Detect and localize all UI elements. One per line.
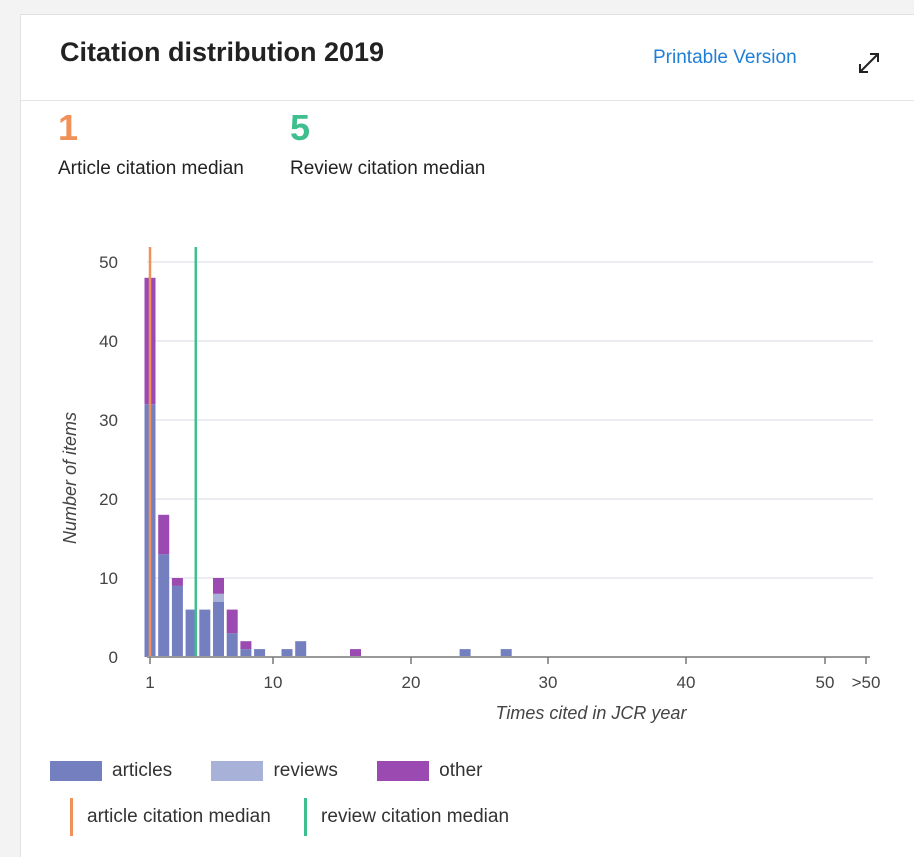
bar-articles: [226, 633, 238, 657]
x-tick-label: 50: [816, 673, 835, 692]
axes: 0 10 20 30 40 50 1 10 20 30 40 50 >50: [99, 253, 880, 692]
bar-articles: [281, 649, 293, 657]
x-axis-title: Times cited in JCR year: [496, 703, 688, 723]
x-tick-label: 1: [145, 673, 154, 692]
bar-articles: [295, 641, 307, 657]
citation-card: Citation distribution 2019 Printable Ver…: [20, 14, 914, 857]
bar-articles: [213, 601, 224, 657]
article-median-label: Article citation median: [58, 158, 244, 179]
printable-version-link[interactable]: Printable Version: [653, 47, 797, 68]
legend-other-label: other: [439, 760, 483, 781]
review-median-label: Review citation median: [290, 158, 486, 179]
bar-other: [158, 514, 170, 555]
articles-swatch: [50, 760, 102, 781]
bar-articles: [240, 649, 252, 657]
bar-articles: [171, 585, 183, 657]
median-lines: [148, 247, 198, 657]
y-tick-label: 40: [99, 332, 118, 351]
x-tick-label: 40: [677, 673, 696, 692]
bar-other: [226, 609, 238, 634]
y-tick-label: 30: [99, 411, 118, 430]
y-axis-title: Number of items: [60, 412, 80, 544]
page-title: Citation distribution 2019: [60, 37, 385, 67]
x-tick-label: 10: [264, 673, 283, 692]
x-tick-label: >50: [852, 673, 881, 692]
bar-articles: [254, 649, 266, 657]
bar-reviews: [213, 593, 224, 602]
x-tick-label: 30: [539, 673, 558, 692]
y-tick-label: 20: [99, 490, 118, 509]
legend-series-row: articles reviews other: [50, 760, 516, 782]
legend-review-median[interactable]: review citation median: [304, 798, 509, 836]
legend-articles-label: articles: [112, 760, 173, 781]
review-median-summary: 5 Review citation median: [290, 108, 485, 180]
article-median-summary: 1 Article citation median: [58, 108, 244, 180]
bar-articles: [158, 554, 170, 657]
other-swatch: [377, 760, 430, 781]
legend-other[interactable]: other: [377, 760, 482, 782]
bar-other: [213, 578, 224, 594]
bar-articles: [199, 609, 211, 657]
histogram-bars: [144, 277, 512, 657]
citation-histogram: 0 10 20 30 40 50 1 10 20 30 40 50 >50 Times cited in…: [60, 247, 880, 723]
article-median-value: 1: [58, 107, 79, 148]
bar-other: [171, 578, 183, 586]
y-tick-label: 50: [99, 253, 118, 272]
card-header: Citation distribution 2019 Printable Ver…: [21, 15, 914, 101]
bar-articles: [500, 649, 512, 657]
legend-articles[interactable]: articles: [50, 760, 172, 782]
bar-articles: [459, 649, 471, 657]
legend-reviews[interactable]: reviews: [211, 760, 338, 782]
legend-article-median-label: article citation median: [87, 806, 271, 828]
legend-review-median-label: review citation median: [321, 806, 510, 828]
legend-median-row: article citation median review citation …: [70, 798, 537, 836]
review-median-value: 5: [290, 107, 311, 148]
review-median-swatch: [304, 798, 308, 836]
bar-other: [240, 641, 252, 650]
legend-article-median[interactable]: article citation median: [70, 798, 271, 836]
bar-other: [350, 649, 361, 657]
legend-reviews-label: reviews: [273, 760, 338, 781]
y-tick-label: 0: [109, 648, 118, 667]
grid-lines: [147, 261, 873, 579]
article-median-swatch: [70, 798, 73, 836]
expand-icon[interactable]: [855, 49, 883, 77]
reviews-swatch: [211, 760, 264, 781]
bar-articles: [185, 609, 197, 657]
x-tick-label: 20: [402, 673, 421, 692]
y-tick-label: 10: [99, 569, 118, 588]
